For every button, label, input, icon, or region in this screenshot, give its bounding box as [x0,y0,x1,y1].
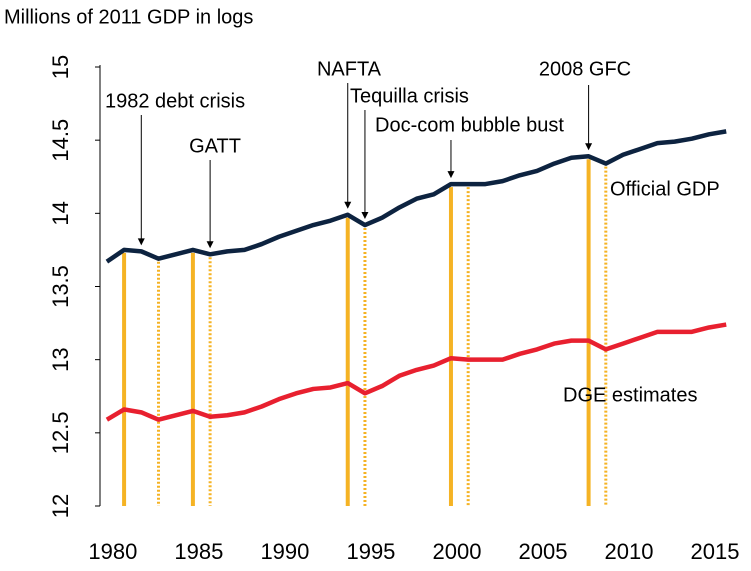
y-axis-title: Millions of 2011 GDP in logs [4,6,253,28]
annotation: Tequilla crisis [350,85,469,107]
y-tick-label: 14.5 [48,119,73,162]
y-tick-label: 12 [48,494,73,518]
annotation: Doc-com bubble bust [375,114,564,136]
annotation: GATT [189,135,241,157]
arrow-head [137,238,145,246]
arrow-head [344,201,352,209]
x-tick-label: 2005 [519,539,568,564]
y-tick-label: 12.5 [48,411,73,454]
x-tick-label: 1995 [346,539,395,564]
x-tick-label: 2000 [432,539,481,564]
y-tick-label: 13 [48,347,73,371]
x-tick-label: 1985 [174,539,223,564]
y-tick-label: 15 [48,55,73,79]
y-tick-label: 13.5 [48,265,73,308]
series-label: Official GDP [610,178,720,200]
x-tick-label: 1980 [88,539,137,564]
arrow-head [206,241,214,249]
annotation: 2008 GFC [539,58,631,80]
x-tick-label: 2010 [605,539,654,564]
x-tick-label: 2015 [691,539,740,564]
arrow-head [585,143,593,151]
series-line [105,129,727,264]
arrow-head [361,212,369,220]
series-label: DGE estimates [563,384,697,406]
arrow-head [447,171,455,179]
series-line [105,322,727,422]
y-tick-label: 14 [48,201,73,225]
annotation: 1982 debt crisis [105,90,245,112]
x-tick-label: 1990 [260,539,309,564]
annotation: NAFTA [317,58,382,80]
